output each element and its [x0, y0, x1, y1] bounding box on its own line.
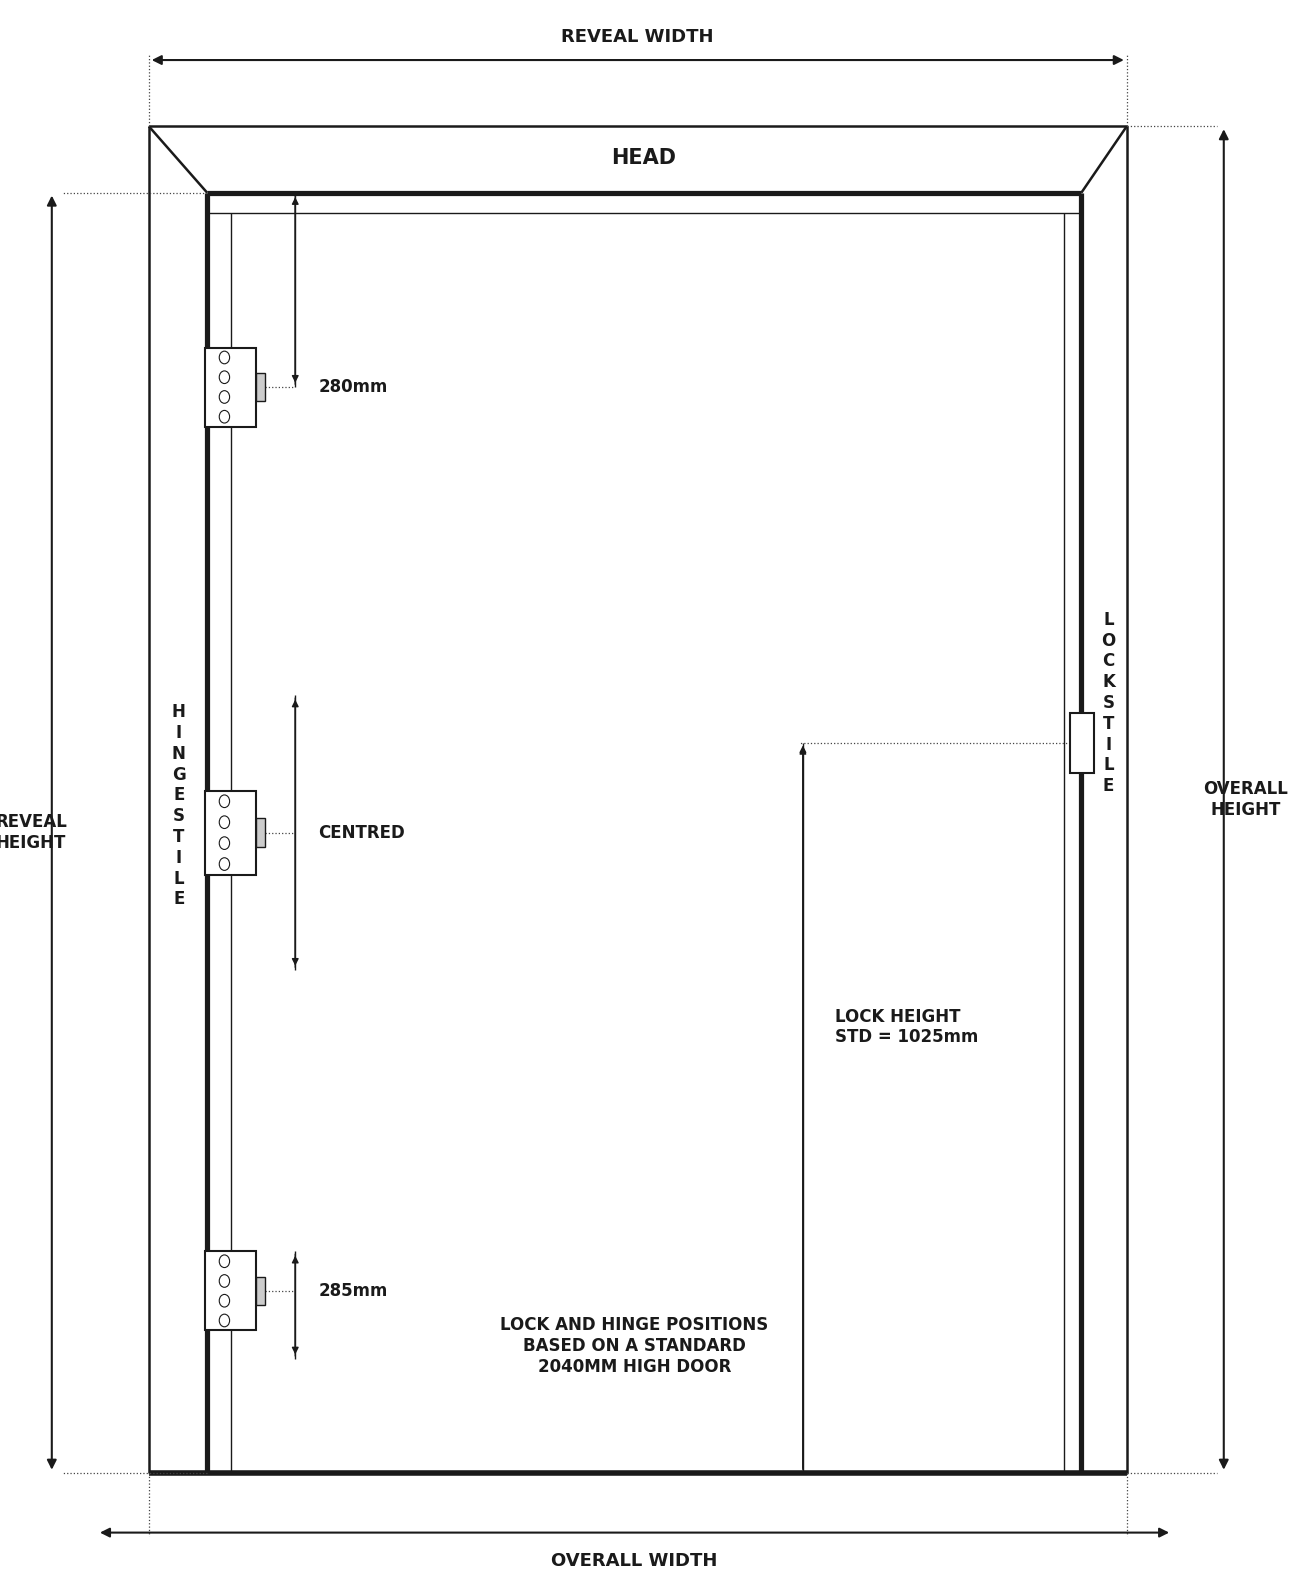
Bar — [256, 1277, 265, 1305]
Text: L
O
C
K
S
T
I
L
E: L O C K S T I L E — [1101, 611, 1116, 795]
Circle shape — [219, 795, 229, 807]
Text: OVERALL
HEIGHT: OVERALL HEIGHT — [1203, 781, 1289, 818]
Bar — [205, 348, 256, 427]
Text: H
I
N
G
E
S
T
I
L
E: H I N G E S T I L E — [172, 703, 185, 908]
Text: OVERALL WIDTH: OVERALL WIDTH — [552, 1552, 717, 1569]
Circle shape — [219, 351, 229, 363]
Circle shape — [219, 858, 229, 871]
Text: CENTRED: CENTRED — [319, 823, 405, 842]
Circle shape — [219, 1255, 229, 1267]
Text: LOCK HEIGHT
STD = 1025mm: LOCK HEIGHT STD = 1025mm — [835, 1008, 979, 1046]
Circle shape — [219, 837, 229, 850]
Bar — [256, 818, 265, 847]
Circle shape — [219, 815, 229, 828]
Text: REVEAL
HEIGHT: REVEAL HEIGHT — [0, 814, 67, 852]
Circle shape — [219, 1294, 229, 1307]
Text: HEAD: HEAD — [611, 149, 676, 167]
Text: 280mm: 280mm — [319, 378, 388, 397]
Bar — [205, 1251, 256, 1330]
Text: REVEAL WIDTH: REVEAL WIDTH — [561, 28, 714, 46]
Bar — [256, 373, 265, 401]
Bar — [1070, 713, 1094, 773]
Circle shape — [219, 411, 229, 423]
Circle shape — [219, 390, 229, 403]
Text: LOCK AND HINGE POSITIONS
BASED ON A STANDARD
2040MM HIGH DOOR: LOCK AND HINGE POSITIONS BASED ON A STAN… — [500, 1316, 769, 1376]
Circle shape — [219, 1275, 229, 1288]
Circle shape — [219, 371, 229, 384]
Circle shape — [219, 1315, 229, 1327]
Text: 285mm: 285mm — [319, 1281, 388, 1300]
Bar — [205, 792, 256, 875]
